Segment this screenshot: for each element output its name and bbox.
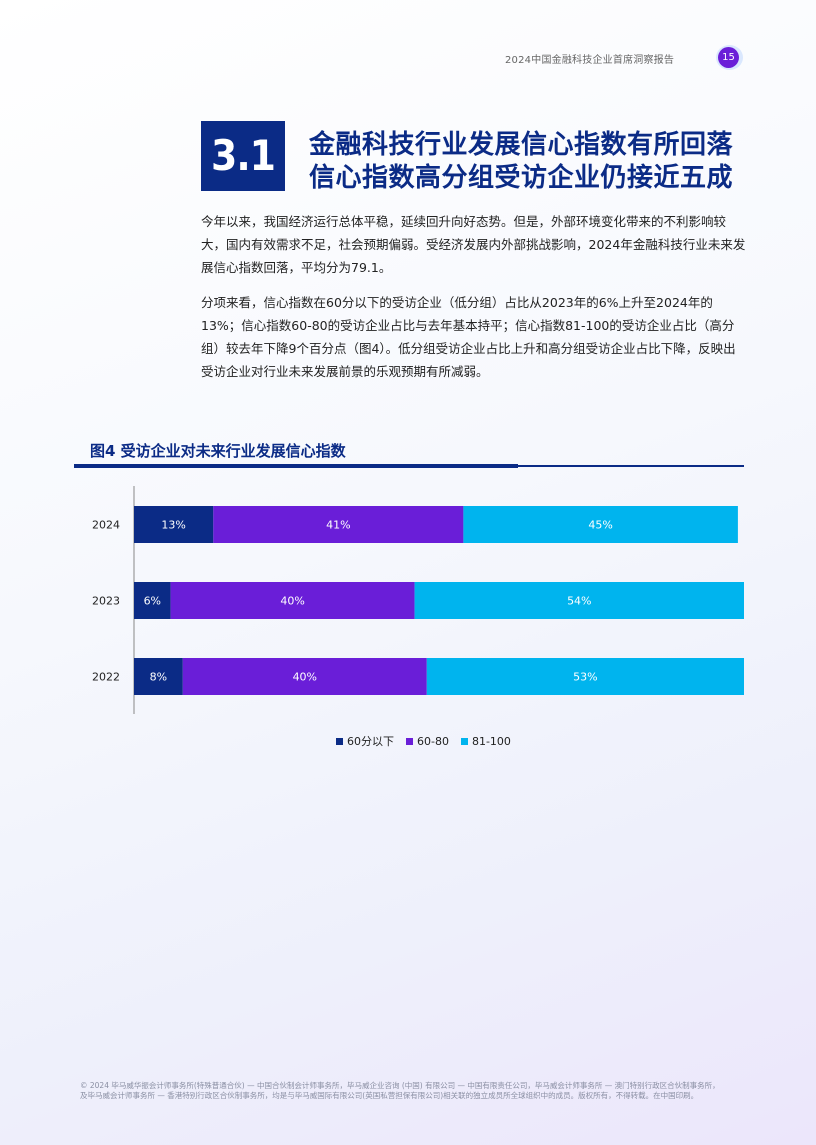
section-headline-line2: 信心指数高分组受访企业仍接近五成 <box>309 163 734 193</box>
legend-label: 60分以下 <box>347 735 394 748</box>
page-number-badge: 15 <box>718 47 739 68</box>
stacked-bar-chart: 2024 13% 41% 45% 2023 6% 40% 54% 2022 8% 40% 53% <box>92 486 744 714</box>
bar-segment <box>170 582 415 619</box>
category-label: 2023 <box>92 595 120 608</box>
footer-copyright: © 2024 毕马威华振会计师事务所(特殊普通合伙) — 中国合伙制会计师事务所… <box>80 1081 720 1100</box>
legend-label: 81-100 <box>471 734 511 748</box>
report-title: 2024中国金融科技企业首席洞察报告 <box>505 55 675 66</box>
body-paragraph-2: 分项来看，信心指数在60分以下的受访企业（低分组）占比从2023年的6%上升至2… <box>201 295 736 379</box>
legend-label: 60-80 <box>417 734 449 748</box>
legend-item: 60-80 <box>406 733 449 749</box>
data-label: 13% <box>161 519 185 532</box>
section-number: 3.1 <box>201 121 285 191</box>
body-paragraph-1: 今年以来，我国经济运行总体平稳，延续回升向好态势。但是，外部环境变化带来的不利影… <box>201 214 746 275</box>
data-label: 40% <box>280 595 304 608</box>
bar-segment <box>134 658 183 695</box>
bar-segment <box>213 506 464 543</box>
section-headline-line1: 金融科技行业发展信心指数有所回落 <box>309 130 734 160</box>
category-label: 2024 <box>92 519 120 532</box>
data-label: 45% <box>588 519 612 532</box>
bar-segment <box>134 506 214 543</box>
bar-segment <box>463 506 738 543</box>
data-label: 40% <box>293 671 317 684</box>
chart-legend: 60分以下 60-80 81-100 <box>336 733 511 749</box>
bar-segment <box>414 582 744 619</box>
figure-title: 图4 受访企业对未来行业发展信心指数 <box>90 442 346 460</box>
bar-segment <box>134 582 171 619</box>
data-label: 6% <box>144 595 161 608</box>
legend-item: 60分以下 <box>336 733 394 749</box>
legend-swatch <box>460 737 468 745</box>
data-label: 53% <box>573 671 597 684</box>
legend-item: 81-100 <box>460 733 511 749</box>
data-label: 54% <box>567 595 591 608</box>
category-label: 2022 <box>92 671 120 684</box>
figure-rule-accent <box>74 464 518 468</box>
data-label: 41% <box>326 519 350 532</box>
legend-swatch <box>406 737 413 745</box>
data-label: 8% <box>150 671 167 684</box>
legend-swatch <box>336 737 343 745</box>
bar-segment <box>426 658 744 695</box>
bar-segment <box>182 658 427 695</box>
